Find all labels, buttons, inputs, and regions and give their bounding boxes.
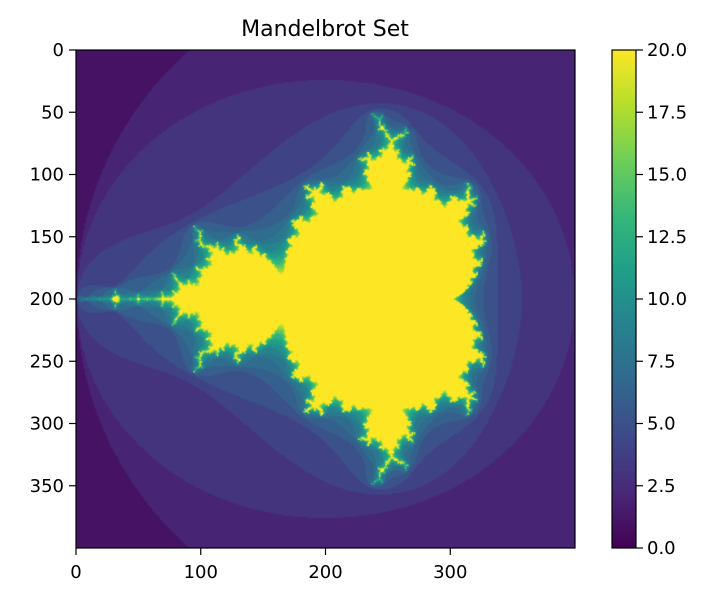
colorbar: 0.0 2.5 5.0 7.5 10.0 12.5 15.0 17.5 20.0 [611, 40, 687, 559]
x-tick-label: 100 [184, 562, 218, 583]
y-tick-label: 100 [30, 165, 64, 186]
y-axis: 0 50 100 150 200 250 300 350 [30, 40, 76, 497]
colorbar-tick-label: 10.0 [647, 289, 687, 310]
colorbar-tick-label: 5.0 [647, 414, 676, 435]
colorbar-tick-label: 20.0 [647, 40, 687, 61]
y-tick-label: 50 [41, 102, 64, 123]
chart-title: Mandelbrot Set [241, 17, 409, 42]
plot-area [75, 49, 576, 549]
x-tick-label: 200 [308, 562, 342, 583]
y-tick-label: 350 [30, 476, 64, 497]
colorbar-ticks: 0.0 2.5 5.0 7.5 10.0 12.5 15.0 17.5 20.0 [636, 40, 687, 559]
colorbar-tick-label: 17.5 [647, 102, 687, 123]
colorbar-tick-label: 12.5 [647, 227, 687, 248]
colorbar-tick-label: 15.0 [647, 165, 687, 186]
x-tick-label: 300 [433, 562, 467, 583]
heatmap-canvas-container [76, 50, 575, 548]
x-axis: 0 100 200 300 [70, 548, 467, 583]
y-tick-label: 250 [30, 351, 64, 372]
y-tick-label: 150 [30, 227, 64, 248]
colorbar-tick-label: 0.0 [647, 538, 676, 559]
colorbar-fill [612, 50, 636, 548]
y-tick-label: 0 [53, 40, 64, 61]
x-tick-label: 0 [70, 562, 81, 583]
colorbar-tick-label: 2.5 [647, 476, 676, 497]
y-tick-label: 300 [30, 414, 64, 435]
y-tick-label: 200 [30, 289, 64, 310]
colorbar-tick-label: 7.5 [647, 351, 676, 372]
heatmap-image [76, 50, 575, 548]
